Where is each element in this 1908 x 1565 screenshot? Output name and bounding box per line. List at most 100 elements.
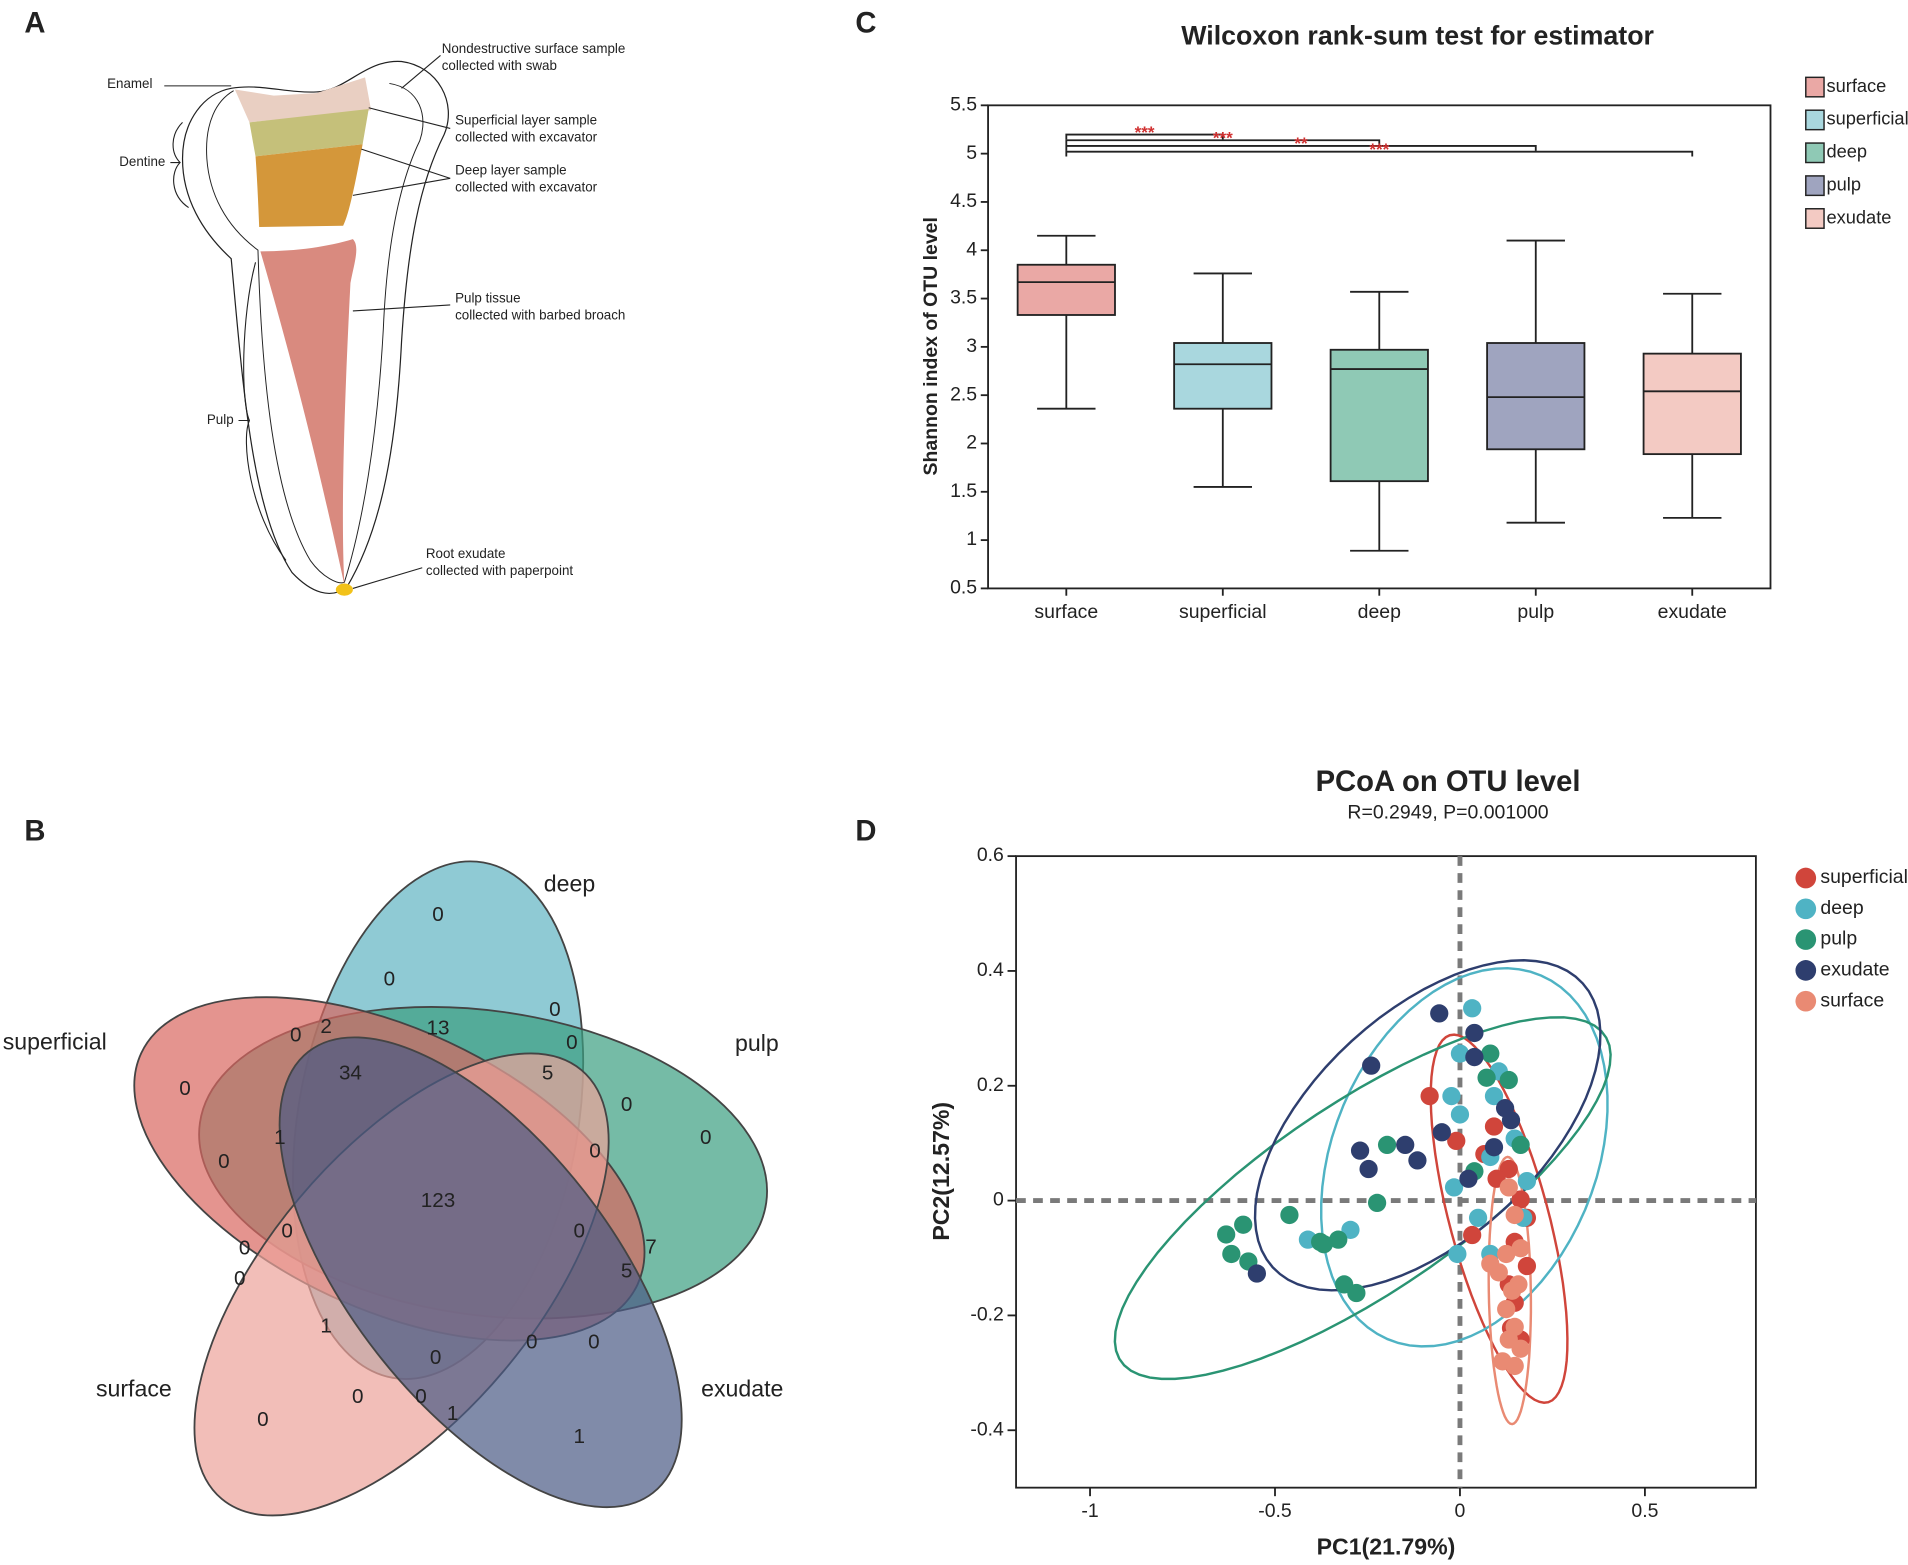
significance-bracket (1065, 150, 1694, 157)
point (1447, 1131, 1466, 1151)
y-tick-label: 4.5 (950, 190, 977, 212)
significance-bracket (1065, 133, 1224, 140)
legend-marker (1795, 960, 1817, 981)
point (1517, 1256, 1537, 1276)
y-tick-label: 1.5 (950, 480, 977, 502)
venn-count: 0 (430, 1346, 442, 1369)
venn-count: 0 (281, 1220, 292, 1243)
point (1408, 1151, 1427, 1170)
leader-line (352, 148, 451, 196)
label: Dentine (119, 154, 165, 169)
pulp-tissue (260, 239, 357, 585)
chart-title: Wilcoxon rank-sum test for estimator (1181, 20, 1654, 50)
venn-count: 0 (239, 1237, 250, 1260)
point (1499, 1159, 1518, 1179)
point (1505, 1356, 1524, 1376)
leader-line (352, 567, 423, 589)
confidence-ellipse (1487, 1155, 1533, 1426)
box (1642, 352, 1742, 456)
leader-line (401, 55, 441, 89)
point (1367, 1193, 1387, 1213)
x-tick-label: deep (1358, 601, 1401, 623)
venn-count: 1 (274, 1126, 286, 1149)
point (1489, 1263, 1508, 1282)
legend-swatch (1805, 208, 1825, 229)
leader-line (368, 107, 451, 129)
y-tick-label: 1 (966, 528, 977, 550)
point (1350, 1141, 1370, 1160)
confidence-ellipse (1253, 959, 1602, 1292)
significance-label: ** (1294, 134, 1308, 153)
scatter-chart: PCoA on OTU level R=0.2949, P=0.001000 PC1… (928, 766, 1908, 1560)
point (1484, 1138, 1504, 1157)
y-tick-label: 0.2 (977, 1074, 1004, 1096)
venn-count: 13 (427, 1016, 450, 1039)
confidence-ellipse (1429, 1033, 1569, 1404)
venn-set-label: deep (544, 870, 595, 896)
point (1481, 1044, 1500, 1063)
point (1511, 1190, 1530, 1209)
point (1280, 1205, 1299, 1225)
y-tick-label: 3.5 (950, 287, 977, 309)
x-axis-label: PC1(21.79%) (1317, 1534, 1456, 1560)
x-tick-label: -1 (1081, 1500, 1098, 1522)
venn-count: 5 (542, 1061, 554, 1084)
y-tick-label: 0.6 (977, 844, 1004, 866)
venn-count: 0 (549, 998, 561, 1021)
significance-bracket (1065, 139, 1381, 146)
point (1442, 1086, 1461, 1106)
y-tick-label: 0.5 (950, 577, 977, 599)
point (1497, 1299, 1516, 1319)
venn-count: 0 (290, 1024, 302, 1047)
annotation: Superficial layer sample (455, 113, 597, 128)
legend-label: superficial (1826, 108, 1908, 129)
legend-swatch (1805, 109, 1825, 131)
venn-count: 0 (234, 1267, 246, 1290)
point (1329, 1230, 1348, 1249)
point (1502, 1281, 1522, 1300)
venn-set-label: pulp (735, 1030, 779, 1056)
venn-count: 0 (589, 1139, 601, 1162)
venn-count: 1 (573, 1425, 585, 1448)
legend-marker (1795, 898, 1817, 920)
point (1448, 1244, 1467, 1264)
venn-count: 0 (526, 1330, 538, 1353)
venn-set-label: superficial (3, 1029, 107, 1055)
significance-label: *** (1369, 140, 1389, 159)
x-tick-label: -0.5 (1258, 1500, 1292, 1522)
box (1173, 342, 1273, 410)
point (1432, 1123, 1451, 1142)
y-axis-label: PC2(12.57%) (928, 1102, 954, 1241)
legend-marker (1795, 867, 1817, 889)
y-tick-label: 0 (993, 1189, 1004, 1211)
legend-label: deep (1820, 897, 1863, 919)
annotation: Nondestructive surface sample (442, 41, 626, 56)
annotation: collected with excavator (455, 180, 598, 195)
chart-subtitle: R=0.2949, P=0.001000 (1347, 802, 1548, 824)
point (1499, 1070, 1518, 1090)
y-tick-label: 5.5 (950, 93, 977, 115)
label: Enamel (107, 76, 152, 91)
annotation: collected with barbed broach (455, 307, 625, 322)
legend-label: exudate (1826, 206, 1891, 227)
point (1362, 1056, 1381, 1075)
point (1517, 1171, 1537, 1191)
venn-count: 123 (421, 1189, 456, 1212)
x-tick-label: exudate (1658, 601, 1727, 623)
annotation: collected with swab (442, 58, 557, 73)
venn-count: 0 (352, 1385, 364, 1408)
point (1465, 1047, 1484, 1067)
confidence-ellipse (1320, 966, 1609, 1348)
point (1497, 1244, 1516, 1264)
y-tick-label: -0.4 (970, 1418, 1004, 1440)
annotation: Root exudate (426, 546, 506, 561)
leader-line (170, 121, 189, 208)
venn-count: 0 (218, 1150, 230, 1173)
enamel-layer (234, 77, 372, 123)
box (1329, 348, 1429, 483)
venn-count: 34 (339, 1061, 362, 1084)
legend-label: superficial (1820, 866, 1908, 888)
venn-set-label: surface (96, 1375, 172, 1401)
